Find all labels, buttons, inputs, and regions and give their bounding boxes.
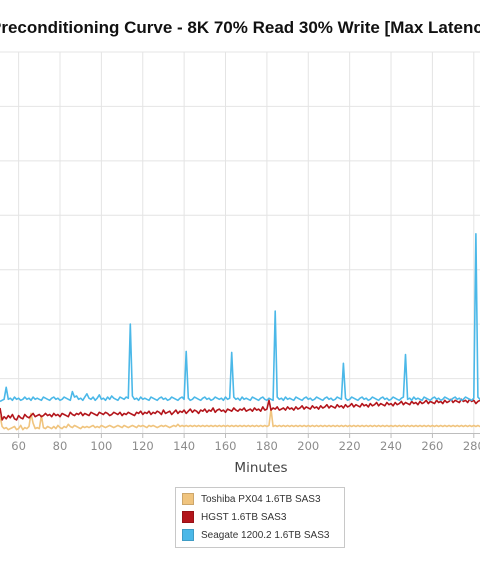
legend-item: Toshiba PX04 1.6TB SAS3	[182, 490, 338, 508]
x-tick-label: 180	[256, 439, 278, 453]
x-tick-label: 120	[132, 439, 154, 453]
legend-item: HGST 1.6TB SAS3	[182, 508, 338, 526]
x-tick-label: 200	[297, 439, 319, 453]
series-line	[0, 398, 480, 421]
x-tick-label: 240	[380, 439, 402, 453]
series-line	[0, 233, 480, 403]
legend-swatch	[182, 511, 194, 523]
x-axis-label: Minutes	[234, 460, 287, 476]
series-line	[0, 408, 480, 431]
x-tick-label: 60	[11, 439, 26, 453]
x-tick-label: 160	[215, 439, 237, 453]
x-tick-label: 280	[463, 439, 480, 453]
legend-swatch	[182, 493, 194, 505]
x-tick-label: 220	[339, 439, 361, 453]
legend-item: Seagate 1200.2 1.6TB SAS3	[182, 526, 338, 544]
legend-label: Seagate 1200.2 1.6TB SAS3	[201, 529, 330, 541]
x-tick-label: 100	[90, 439, 112, 453]
chart-title: Preconditioning Curve - 8K 70% Read 30% …	[0, 18, 480, 37]
x-tick-label: 140	[173, 439, 195, 453]
x-axis: 60 80 100 120 140 160 180 200 220 240 260 280	[0, 433, 480, 453]
legend: Toshiba PX04 1.6TB SAS3 HGST 1.6TB SAS3 Se…	[175, 487, 345, 548]
legend-swatch	[182, 529, 194, 541]
grid-lines	[0, 51, 480, 433]
legend-label: Toshiba PX04 1.6TB SAS3	[201, 493, 321, 505]
series-lines	[0, 233, 480, 431]
x-tick-label: 260	[421, 439, 443, 453]
x-tick-label: 80	[53, 439, 68, 453]
legend-label: HGST 1.6TB SAS3	[201, 511, 287, 523]
